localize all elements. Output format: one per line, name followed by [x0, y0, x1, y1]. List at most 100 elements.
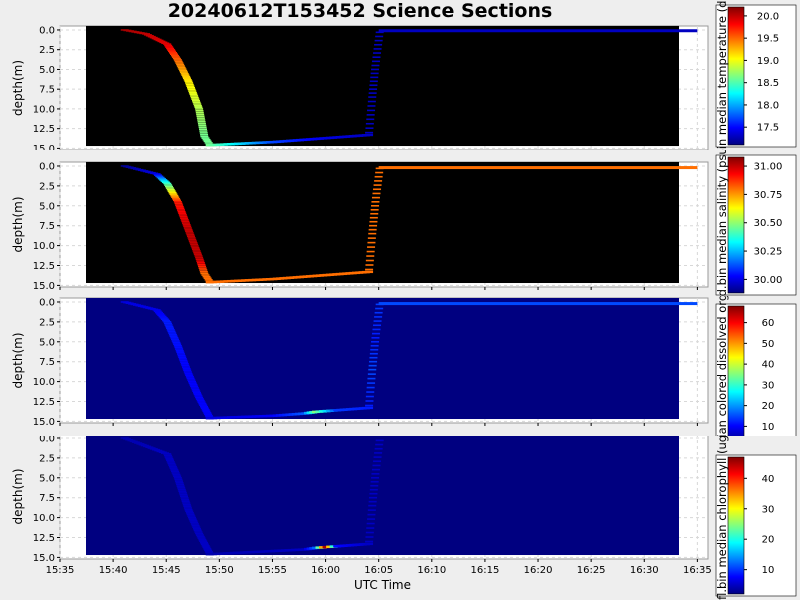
descent-cell [200, 407, 209, 410]
descent-cell [198, 267, 207, 269]
descent-cell [171, 340, 180, 342]
y-axis-label: depth(m) [11, 333, 25, 389]
descent-cell [159, 317, 168, 319]
descent-cell [186, 513, 195, 516]
ascent-cell [368, 96, 377, 98]
descent-cell [171, 338, 180, 341]
ascent-cell [371, 468, 380, 471]
descent-cell [191, 246, 200, 249]
descent-cell [182, 77, 191, 80]
ascent-cell [365, 395, 374, 398]
descent-cell [185, 374, 194, 377]
colorbar-tick-label: 30.25 [754, 247, 783, 258]
descent-cell [160, 180, 169, 182]
descent-cell [180, 363, 189, 365]
descent-cell [152, 173, 161, 175]
y-tick-label: 5.0 [39, 337, 55, 348]
descent-cell [167, 330, 176, 333]
ascent-cell [370, 72, 379, 75]
cdom-section-panel: 0.0 2.5 5.0 7.5 10.0 12.5 15.0 depth(m) 10 20 30 40… [11, 296, 797, 436]
descent-cell [182, 367, 191, 370]
descent-cell [195, 111, 204, 114]
descent-cell [169, 53, 178, 56]
ascent-cell [366, 118, 375, 121]
descent-cell [180, 495, 189, 498]
descent-cell [182, 223, 191, 226]
descent-cell [160, 318, 169, 321]
descent-cell [187, 379, 196, 381]
x-tick-label: 16:25 [577, 565, 606, 576]
colorbar-tick-label: 30 [762, 380, 775, 391]
descent-cell [176, 485, 185, 487]
descent-cell [194, 395, 203, 397]
descent-cell [186, 235, 195, 238]
x-tick-label: 15:40 [99, 565, 128, 576]
y-tick-label: 5.0 [39, 473, 55, 484]
ascent-cell [374, 316, 383, 318]
descent-cell [162, 319, 171, 322]
descent-cell [176, 65, 185, 67]
y-axis-label: depth(m) [11, 60, 25, 116]
colorbar-tick-label: 18.0 [757, 100, 779, 111]
descent-cell [168, 333, 177, 336]
ascent-cell [368, 368, 377, 371]
ascent-cell [374, 452, 383, 454]
descent-cell [197, 122, 206, 125]
descent-cell [201, 274, 210, 276]
descent-cell [201, 408, 210, 411]
y-tick-label: 7.5 [39, 493, 55, 504]
ascent-cell [374, 180, 383, 182]
descent-cell [203, 412, 212, 414]
descent-cell [185, 82, 194, 84]
descent-cell [151, 37, 160, 40]
descent-cell [202, 410, 211, 413]
x-tick-label: 16:30 [630, 565, 659, 576]
ascent-cell [371, 340, 380, 343]
descent-cell [191, 99, 200, 102]
descent-cell [181, 74, 190, 76]
ascent-cell [369, 496, 378, 499]
descent-cell [185, 512, 194, 514]
ascent-cell [367, 237, 376, 239]
descent-cell [174, 346, 183, 349]
descent-cell [181, 498, 190, 501]
x-tick-label: 15:50 [205, 565, 234, 576]
ascent-cell [369, 216, 378, 219]
descent-cell [129, 440, 138, 443]
descent-cell [188, 380, 197, 383]
y-tick-label: 0.0 [39, 161, 55, 172]
descent-cell [178, 68, 187, 70]
ascent-cell [373, 460, 382, 463]
descent-cell [156, 313, 165, 315]
descent-cell [195, 396, 204, 399]
ascent-cell [366, 391, 375, 393]
descent-cell [152, 309, 161, 311]
descent-cell [156, 176, 165, 179]
descent-cell [187, 515, 196, 517]
descent-cell [179, 359, 188, 362]
descent-cell [141, 33, 150, 35]
section-background [86, 297, 679, 420]
ascent-cell [373, 320, 382, 322]
ascent-cell [368, 92, 377, 94]
descent-cell [180, 497, 189, 499]
descent-cell [196, 535, 205, 538]
descent-cell [196, 117, 205, 119]
descent-cell [198, 402, 207, 405]
colorbar-tick-label: 19.5 [757, 34, 779, 45]
ascent-cell [373, 324, 382, 327]
descent-cell [192, 526, 201, 528]
descent-cell [194, 255, 203, 257]
ascent-cell [365, 400, 374, 402]
descent-cell [186, 377, 195, 380]
descent-cell [187, 237, 196, 239]
descent-cell [176, 353, 185, 355]
descent-cell [163, 182, 172, 185]
y-tick-label: 2.5 [39, 181, 55, 192]
descent-cell [184, 372, 193, 375]
descent-cell [192, 527, 201, 530]
descent-cell [188, 91, 197, 94]
descent-cell [200, 272, 209, 275]
descent-cell [125, 438, 134, 441]
colorbar [727, 156, 745, 294]
